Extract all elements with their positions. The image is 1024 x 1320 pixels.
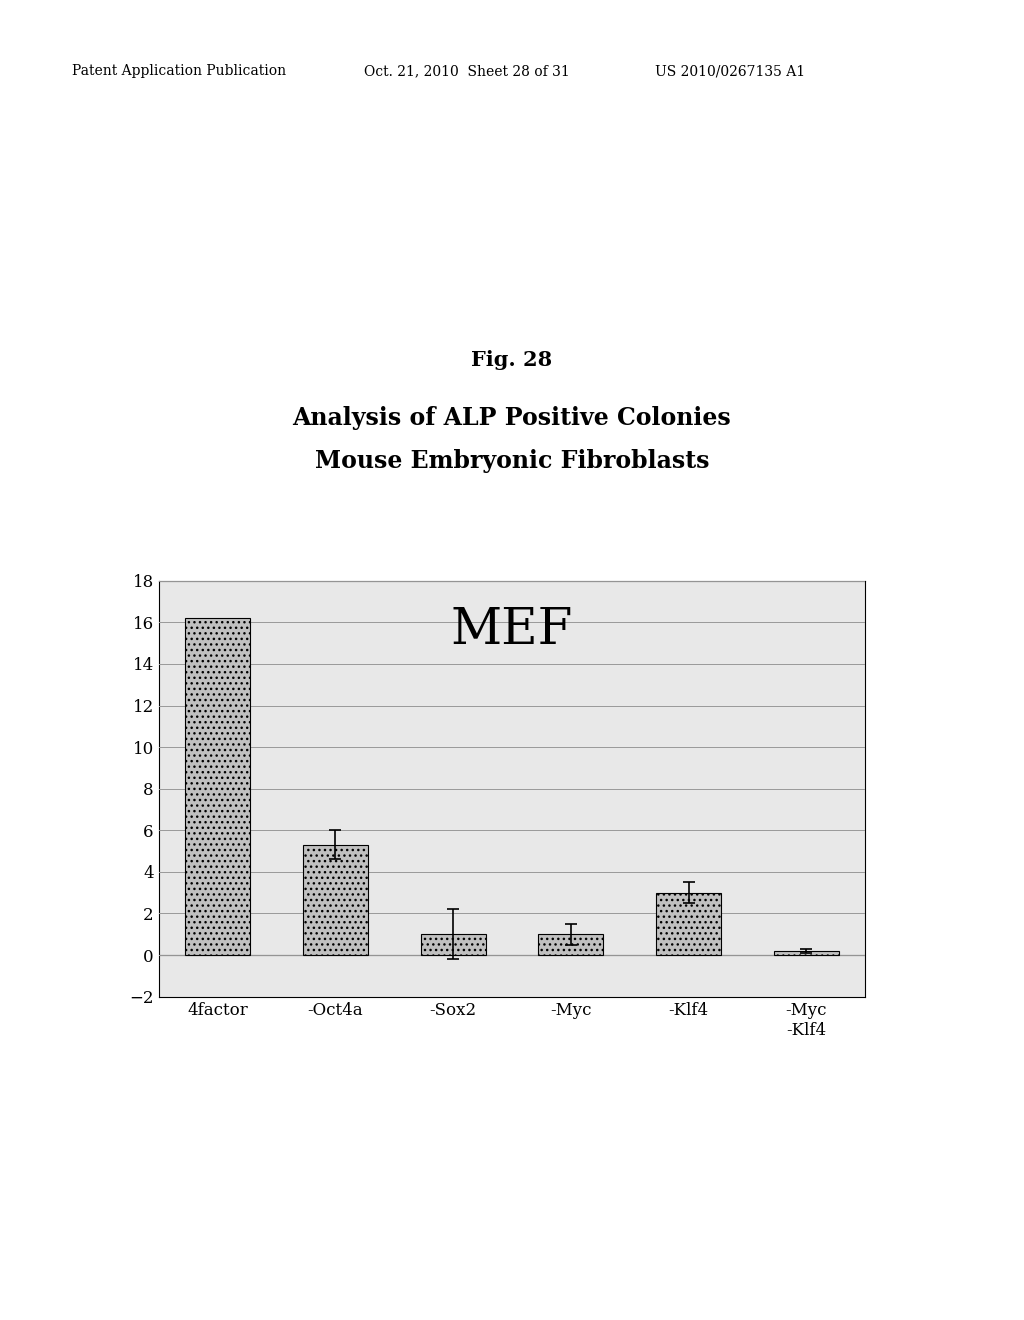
Bar [774, 950, 839, 956]
Bar [656, 892, 721, 956]
Text: Oct. 21, 2010  Sheet 28 of 31: Oct. 21, 2010 Sheet 28 of 31 [364, 65, 569, 78]
Bar [539, 935, 603, 956]
Text: MEF: MEF [451, 606, 573, 656]
Text: US 2010/0267135 A1: US 2010/0267135 A1 [655, 65, 806, 78]
Bar [421, 935, 485, 956]
Bar [185, 618, 250, 956]
Text: Fig. 28: Fig. 28 [471, 350, 553, 371]
Bar [303, 845, 368, 956]
Text: Mouse Embryonic Fibroblasts: Mouse Embryonic Fibroblasts [314, 449, 710, 473]
Text: Analysis of ALP Positive Colonies: Analysis of ALP Positive Colonies [293, 407, 731, 430]
Text: Patent Application Publication: Patent Application Publication [72, 65, 286, 78]
